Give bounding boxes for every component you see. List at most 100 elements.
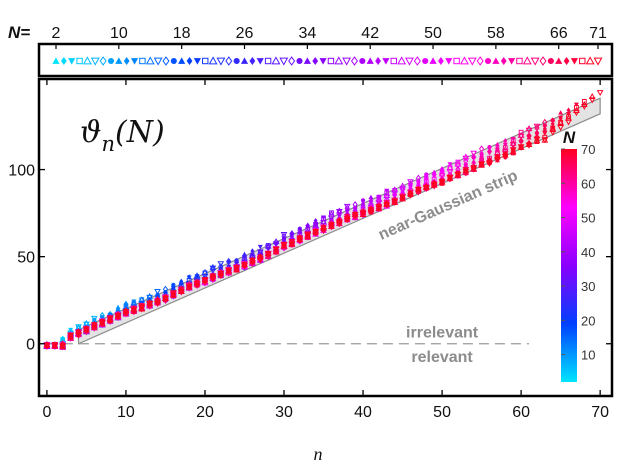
data-point xyxy=(304,231,312,238)
top-axis-tick-label: 58 xyxy=(487,25,505,42)
data-point xyxy=(296,237,304,244)
data-point xyxy=(478,161,485,168)
data-point xyxy=(462,155,470,162)
data-point xyxy=(114,311,122,318)
colorbar-tick-label: 60 xyxy=(581,176,595,191)
data-point xyxy=(304,232,312,239)
data-point xyxy=(432,169,437,176)
data-point xyxy=(122,307,130,314)
data-point xyxy=(67,332,74,340)
plot-frame xyxy=(37,77,614,398)
data-point xyxy=(257,244,263,250)
top-strip-marker xyxy=(279,57,289,66)
top-strip-marker xyxy=(530,57,540,66)
top-strip-marker xyxy=(429,57,437,64)
data-point xyxy=(264,251,272,258)
title-symbol: ϑ xyxy=(80,115,101,150)
top-strip-marker xyxy=(593,57,603,66)
top-strip-marker xyxy=(162,56,170,66)
data-point xyxy=(122,309,130,316)
data-point xyxy=(353,205,358,212)
data-point xyxy=(580,103,588,110)
data-point xyxy=(193,279,201,286)
colorbar: N 10 20 30 40 50 60 70 xyxy=(561,128,595,382)
data-point xyxy=(59,342,67,349)
data-point xyxy=(517,133,525,140)
data-point xyxy=(446,174,454,182)
data-point xyxy=(573,102,579,108)
data-point xyxy=(335,220,343,227)
data-point xyxy=(75,332,82,339)
data-point xyxy=(542,134,548,140)
data-point xyxy=(454,163,462,170)
top-strip-marker xyxy=(115,57,123,64)
data-point xyxy=(130,305,138,312)
annotation-label: relevant xyxy=(411,349,473,366)
top-strip-marker xyxy=(90,57,100,66)
data-point xyxy=(581,98,587,104)
top-strip-marker xyxy=(460,56,469,65)
data-point xyxy=(557,124,564,131)
data-point xyxy=(454,172,462,179)
top-strip-marker xyxy=(555,57,563,64)
data-point xyxy=(565,119,572,126)
data-point xyxy=(138,303,146,310)
data-point xyxy=(518,139,524,144)
top-strip-marker xyxy=(288,56,296,66)
data-point xyxy=(415,186,422,193)
data-point xyxy=(288,241,296,248)
data-point xyxy=(558,115,564,121)
data-point xyxy=(218,265,224,270)
colorbar-tick-label: 20 xyxy=(581,313,595,328)
top-strip-marker xyxy=(52,57,60,64)
top-strip-marker xyxy=(500,57,507,65)
top-strip-marker xyxy=(264,57,272,65)
data-point xyxy=(256,249,264,256)
data-point xyxy=(368,194,374,200)
data-point xyxy=(486,160,493,167)
data-point xyxy=(233,266,240,273)
data-point xyxy=(487,145,492,150)
plot-area: 0 10 20 30 40 50 60 70 0 50 100 xyxy=(8,77,614,421)
data-point xyxy=(162,295,169,303)
data-point xyxy=(154,296,161,303)
top-strip-marker xyxy=(216,57,226,66)
top-strip-marker xyxy=(359,57,366,65)
top-strip-markers xyxy=(52,56,603,66)
top-strip-marker xyxy=(445,58,453,65)
data-point xyxy=(422,185,430,192)
data-point xyxy=(289,233,294,240)
data-point xyxy=(201,277,209,284)
x-tick-label: 70 xyxy=(591,404,609,421)
data-point xyxy=(407,192,414,199)
data-point xyxy=(272,248,280,255)
data-point xyxy=(114,313,122,320)
data-point xyxy=(256,253,264,260)
data-point xyxy=(588,92,596,99)
data-point xyxy=(439,170,445,175)
annotations: irrelevant relevant xyxy=(406,325,479,366)
data-point xyxy=(408,185,413,191)
top-strip-marker xyxy=(390,57,397,65)
top-strip-marker xyxy=(405,57,414,66)
top-strip-marker xyxy=(422,57,429,65)
data-point xyxy=(494,156,501,163)
data-point xyxy=(463,162,469,168)
data-point xyxy=(98,319,106,326)
data-point xyxy=(359,211,367,218)
data-point xyxy=(154,289,161,296)
colorbar-title: N xyxy=(563,128,576,147)
top-strip-marker xyxy=(579,57,586,65)
top-axis-tick-label: 34 xyxy=(298,25,316,42)
data-point xyxy=(280,242,288,249)
data-point xyxy=(596,90,604,97)
data-point xyxy=(479,155,484,161)
top-strip-marker xyxy=(240,57,249,64)
data-point xyxy=(383,200,391,207)
x-tick-label: 60 xyxy=(512,404,530,421)
top-strip-marker xyxy=(139,57,146,65)
data-point xyxy=(249,257,256,264)
data-point xyxy=(209,272,217,279)
data-point xyxy=(209,275,217,282)
top-strip-marker xyxy=(492,57,500,64)
